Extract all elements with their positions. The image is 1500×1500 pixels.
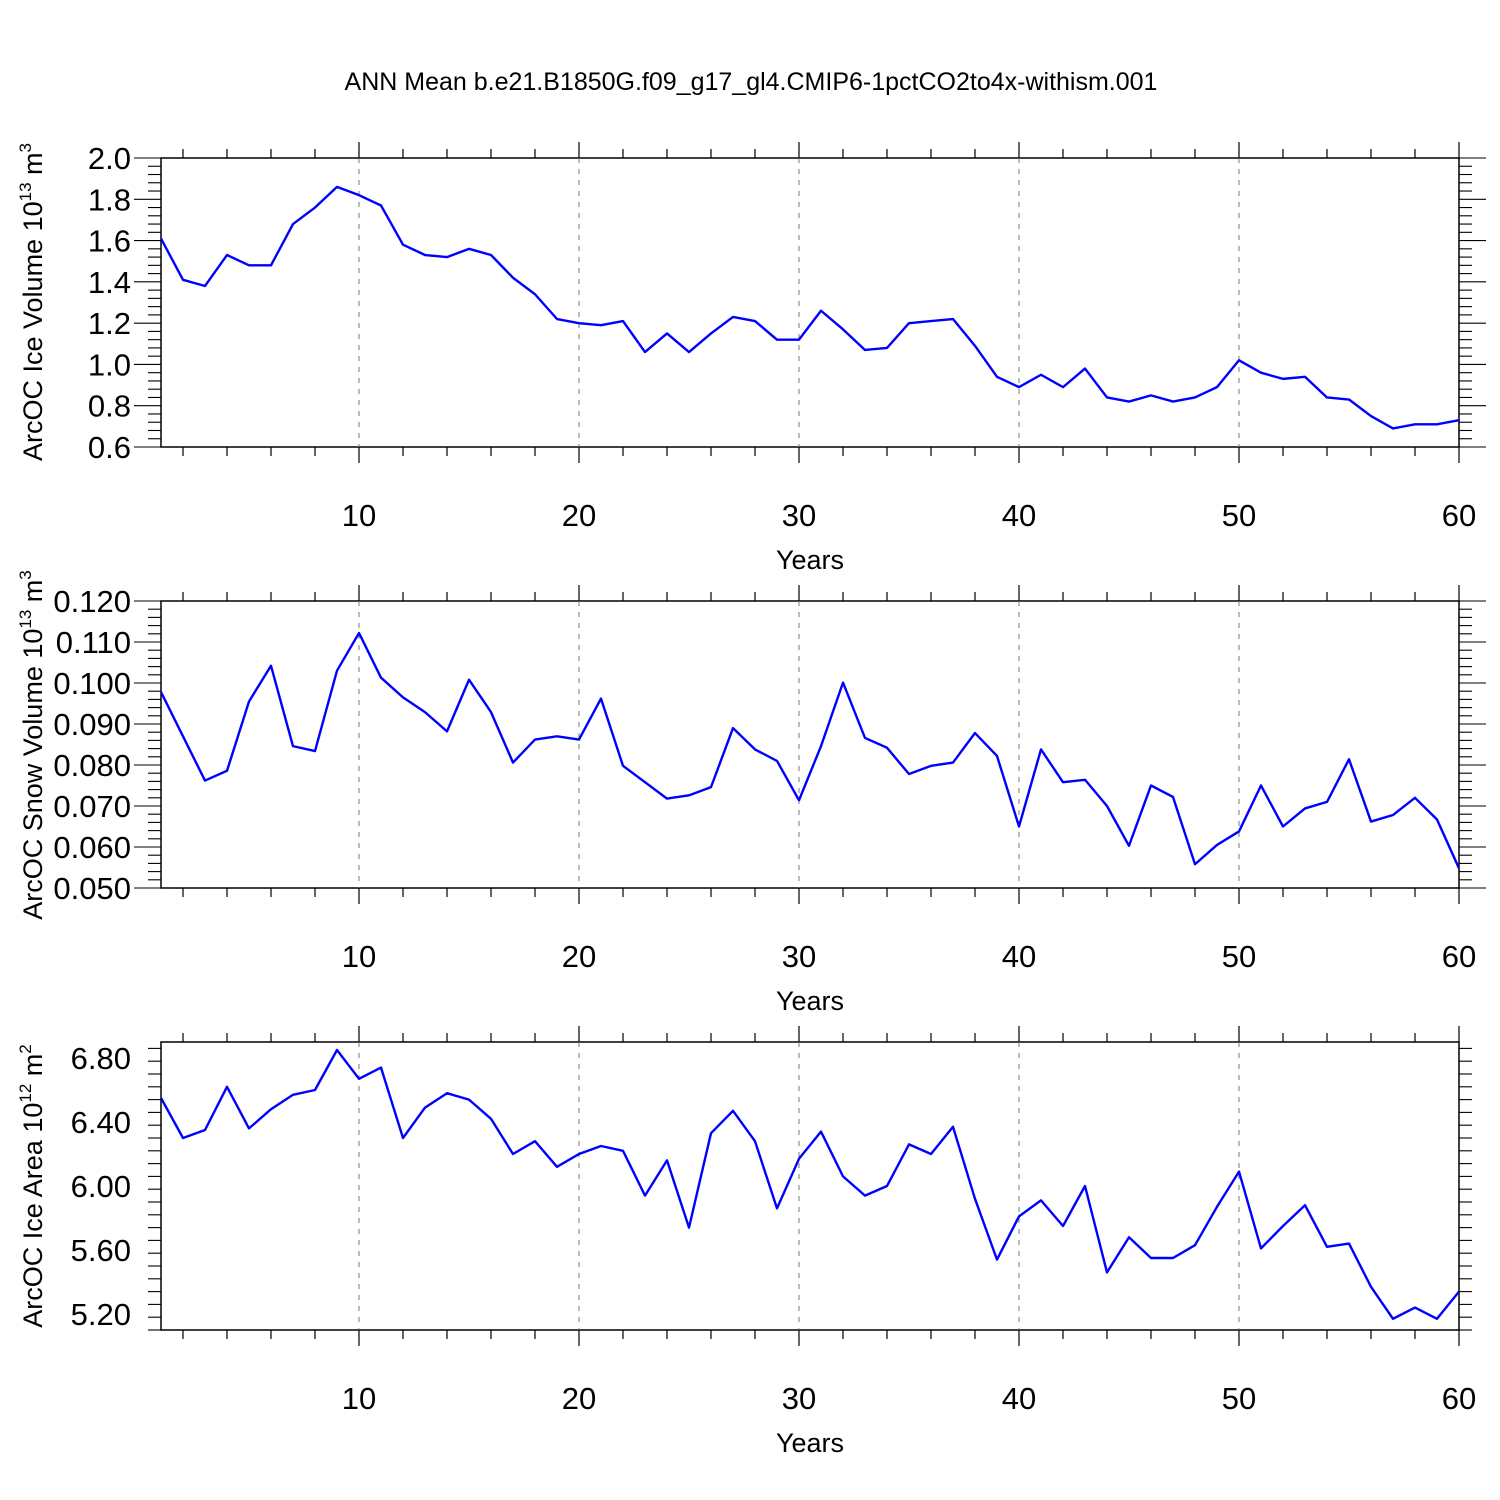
y-tick-label: 0.080: [53, 748, 131, 783]
x-axis-label: Years: [776, 986, 844, 1016]
x-tick-label: 20: [562, 498, 596, 533]
x-tick-label: 40: [1002, 1381, 1036, 1416]
y-tick-label: 5.60: [71, 1233, 131, 1268]
x-tick-label: 10: [342, 1381, 376, 1416]
chart-panel-2: 10 20 30 40 50 60 0.050 0.060 0.070 0.080 0.090 0.1…: [16, 570, 1486, 1016]
y-tick-label: 0.120: [53, 584, 131, 619]
y-tick-label: 0.050: [53, 871, 131, 906]
x-tick-label: 40: [1002, 939, 1036, 974]
chart-panel-1: 10 20 30 40 50 60 0.6 0.8 1.0 1.2 1.4 1.6 1.8 2.0 Year…: [16, 141, 1486, 575]
series-line: [161, 631, 1459, 869]
x-tick-label: 10: [342, 939, 376, 974]
plot-frame: [160, 157, 1460, 448]
y-tick-label: 0.6: [88, 430, 131, 465]
y-tick-label: 6.40: [71, 1105, 131, 1140]
x-tick-label: 30: [782, 1381, 816, 1416]
x-tick-label: 20: [562, 1381, 596, 1416]
plot-frame: [160, 1041, 1460, 1331]
y-tick-label: 0.060: [53, 830, 131, 865]
y-tick-label: 1.0: [88, 347, 131, 382]
y-tick-label: 1.8: [88, 182, 131, 217]
y-tick-label: 1.6: [88, 224, 131, 259]
y-tick-label: 0.8: [88, 389, 131, 424]
x-tick-label: 60: [1442, 1381, 1476, 1416]
y-tick-label: 6.00: [71, 1169, 131, 1204]
x-tick-label: 50: [1222, 939, 1256, 974]
x-tick-label: 40: [1002, 498, 1036, 533]
y-axis-label: ArcOC Ice Volume 1013 m3: [16, 143, 48, 461]
y-axis-label: ArcOC Snow Volume 1013 m3: [16, 570, 48, 920]
series-line: [161, 185, 1459, 430]
plot-frame: [160, 600, 1460, 889]
y-tick-label: 0.100: [53, 666, 131, 701]
x-tick-label: 30: [782, 939, 816, 974]
y-tick-label: 1.4: [88, 265, 131, 300]
x-axis-label: Years: [776, 545, 844, 575]
x-tick-label: 10: [342, 498, 376, 533]
y-axis-label: ArcOC Ice Area 1012 m2: [16, 1044, 48, 1328]
series-line: [161, 1048, 1459, 1321]
chart-panel-3: 10 20 30 40 50 60 5.20 5.60 6.00 6.40 6.80 Years Arc…: [16, 1026, 1476, 1458]
x-tick-label: 60: [1442, 498, 1476, 533]
y-tick-label: 6.80: [71, 1041, 131, 1076]
y-tick-label: 0.070: [53, 789, 131, 824]
x-tick-label: 30: [782, 498, 816, 533]
y-tick-label: 0.110: [56, 625, 131, 660]
x-tick-label: 50: [1222, 1381, 1256, 1416]
y-tick-label: 5.20: [71, 1297, 131, 1332]
y-tick-label: 2.0: [88, 141, 131, 176]
y-tick-label: 1.2: [88, 306, 131, 341]
x-tick-label: 20: [562, 939, 596, 974]
chart-title: ANN Mean b.e21.B1850G.f09_g17_gl4.CMIP6-…: [345, 68, 1158, 96]
x-tick-label: 60: [1442, 939, 1476, 974]
x-tick-label: 50: [1222, 498, 1256, 533]
x-axis-label: Years: [776, 1428, 844, 1458]
y-tick-label: 0.090: [53, 707, 131, 742]
